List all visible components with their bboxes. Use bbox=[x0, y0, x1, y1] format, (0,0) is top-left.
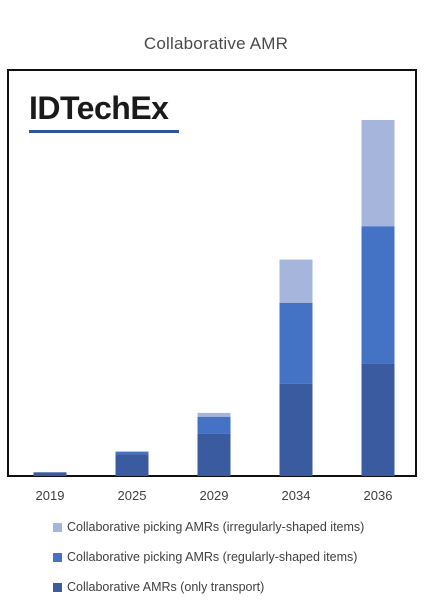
bar-segment-2029-series-0 bbox=[197, 433, 231, 476]
idtechex-logo: IDTechEx bbox=[29, 90, 169, 126]
legend-swatch-series-2 bbox=[53, 522, 62, 532]
legend-swatch-series-0 bbox=[53, 582, 62, 592]
logo-underline bbox=[29, 130, 179, 133]
bar-segment-2019-series-0 bbox=[33, 472, 67, 476]
bar-segment-2036-series-2 bbox=[361, 120, 395, 227]
legend-label-series-2: Collaborative picking AMRs (irregularly-… bbox=[67, 520, 365, 534]
bar-segment-2025-series-0 bbox=[115, 454, 149, 476]
legend-swatch-series-1 bbox=[53, 552, 62, 562]
bar-segment-2034-series-2 bbox=[279, 259, 313, 303]
plot-frame bbox=[7, 69, 417, 477]
x-tick-label-2019: 2019 bbox=[36, 488, 65, 503]
legend-item-series-2: Collaborative picking AMRs (irregularly-… bbox=[53, 519, 364, 535]
bar-segment-2036-series-0 bbox=[361, 363, 395, 476]
legend-item-series-1: Collaborative picking AMRs (regularly-sh… bbox=[53, 549, 364, 565]
bar-segment-2034-series-1 bbox=[279, 302, 313, 384]
bar-segment-2029-series-2 bbox=[197, 412, 231, 417]
legend: Collaborative picking AMRs (irregularly-… bbox=[53, 519, 364, 609]
legend-item-series-0: Collaborative AMRs (only transport) bbox=[53, 579, 364, 595]
x-tick-label-2029: 2029 bbox=[200, 488, 229, 503]
x-tick-label-2036: 2036 bbox=[364, 488, 393, 503]
bar-segment-2025-series-1 bbox=[115, 451, 149, 455]
bar-segment-2036-series-1 bbox=[361, 226, 395, 364]
x-tick-label-2025: 2025 bbox=[118, 488, 147, 503]
chart-title: Collaborative AMR bbox=[143, 34, 289, 53]
bar-segment-2034-series-0 bbox=[279, 383, 313, 476]
x-tick-label-2034: 2034 bbox=[282, 488, 311, 503]
bar-segment-2029-series-1 bbox=[197, 416, 231, 434]
legend-label-series-0: Collaborative AMRs (only transport) bbox=[67, 580, 265, 594]
legend-label-series-1: Collaborative picking AMRs (regularly-sh… bbox=[67, 550, 358, 564]
